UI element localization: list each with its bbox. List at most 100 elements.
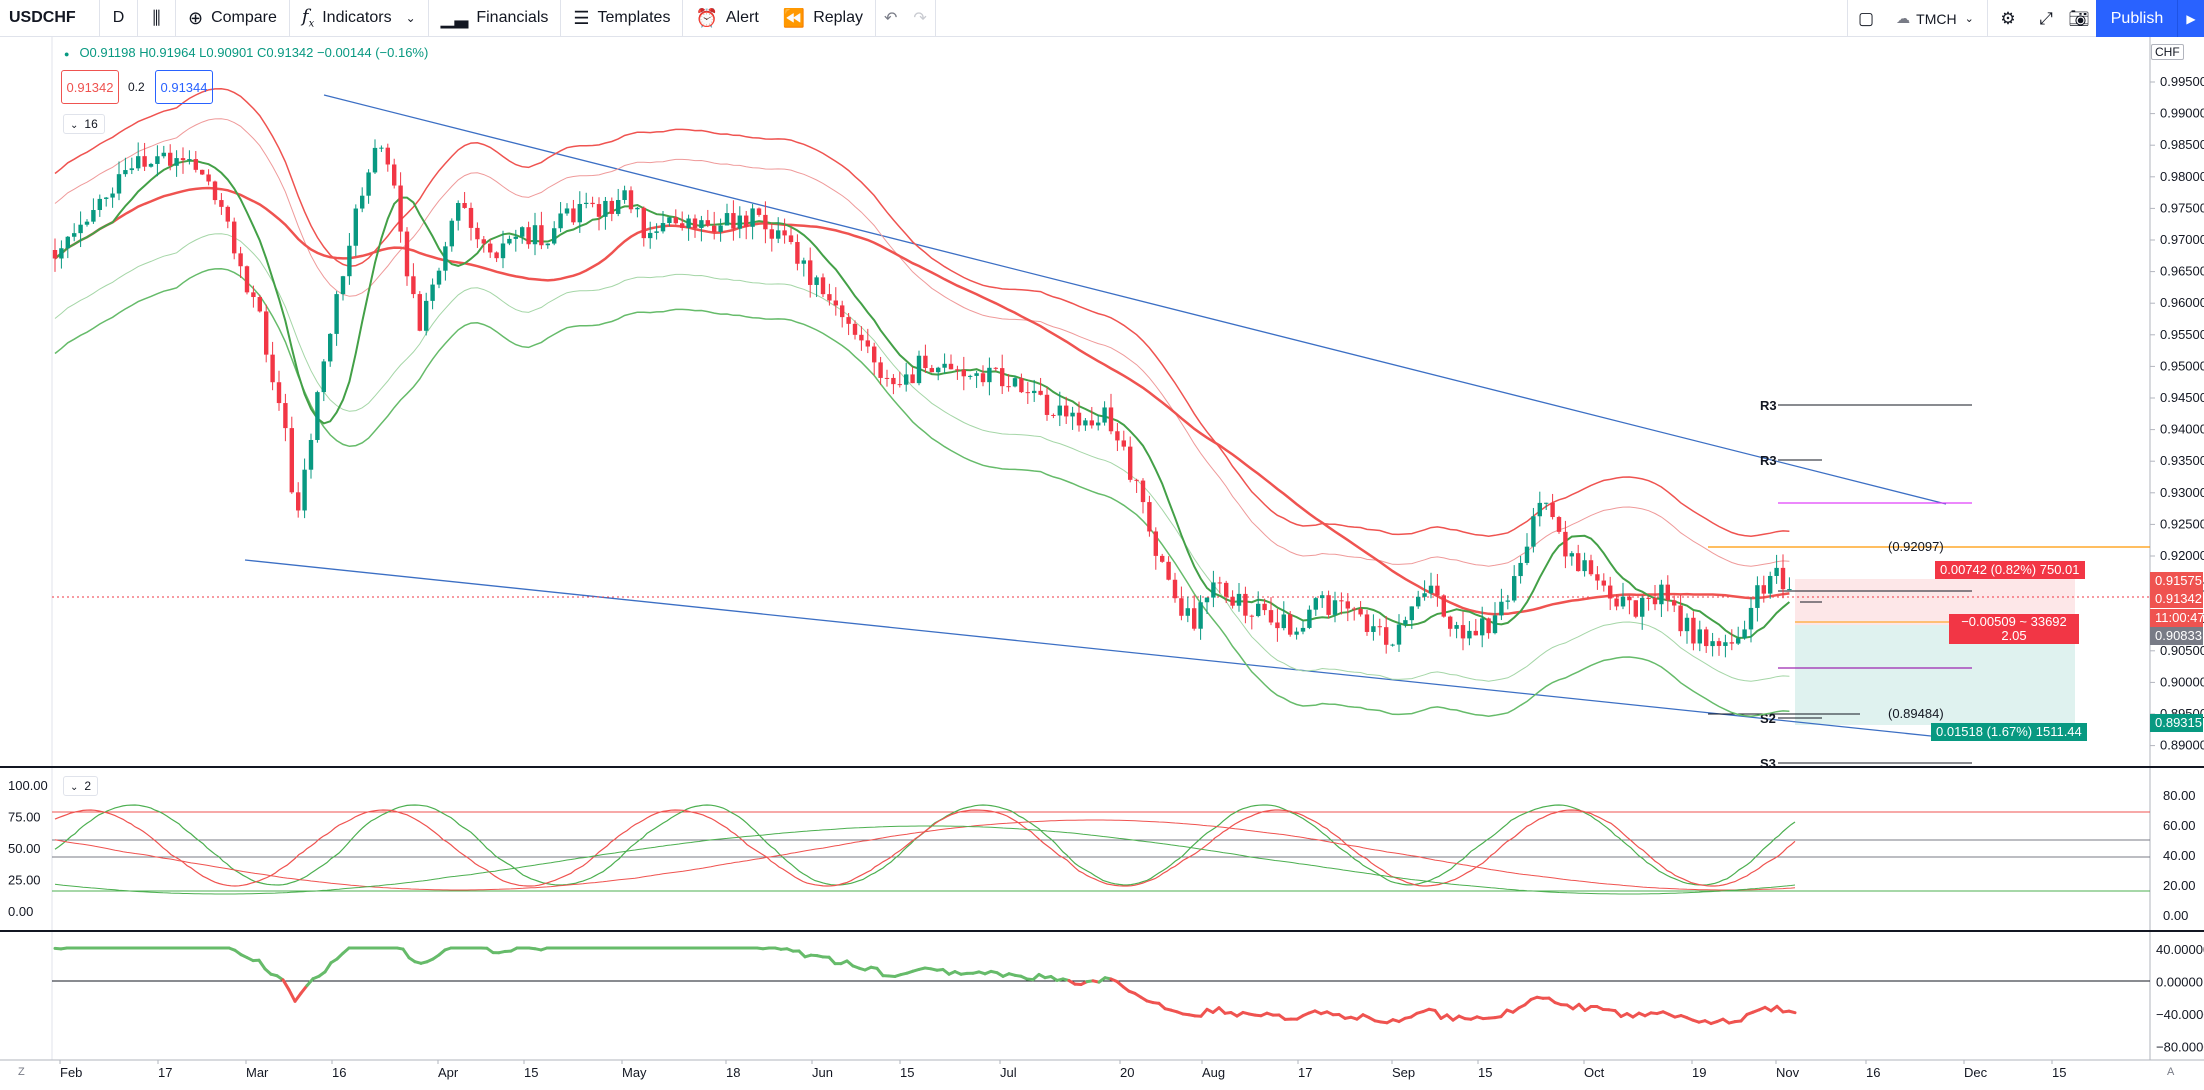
candle-body [1588, 560, 1594, 575]
candle-body [1134, 479, 1139, 481]
candle-body [507, 238, 512, 244]
compare-button[interactable]: ⊕ Compare [176, 0, 290, 37]
candle-body [1633, 600, 1638, 617]
settings-button[interactable]: ⚙ [1988, 0, 2028, 37]
buy-button[interactable]: 0.91344 [155, 70, 213, 104]
candle-body [1358, 608, 1363, 615]
sell-button[interactable]: 0.91342 [61, 70, 119, 104]
position-loss-label[interactable]: 0.00742 (0.82%) 750.01 [1935, 561, 2085, 579]
price-tag[interactable]: 0.91342 [2150, 590, 2203, 608]
candle-body [161, 152, 166, 157]
auto-scale-button[interactable]: A [2167, 1066, 2175, 1078]
candle-body [974, 373, 979, 376]
candle-body [1147, 502, 1152, 532]
price-tick-label: 0.93000 [2160, 485, 2204, 500]
candle-body [1723, 642, 1728, 646]
osc-segment [875, 966, 885, 978]
candle-body [1704, 629, 1709, 647]
candles-icon: ⫼ [152, 7, 161, 28]
position-current-label[interactable]: −0.00509 ~ 33692 2.05 [1949, 614, 2079, 644]
replay-button[interactable]: ⏪ Replay [771, 0, 876, 37]
position-profit-label[interactable]: 0.01518 (1.67%) 1511.44 [1931, 723, 2087, 741]
candle-body [667, 217, 672, 224]
osc-segment [299, 984, 309, 995]
candle-body [673, 217, 678, 224]
currency-label[interactable]: CHF [2151, 44, 2184, 60]
candle-body [731, 213, 736, 229]
candle-body [404, 231, 410, 277]
redo-button[interactable]: ↷ [905, 0, 936, 37]
time-tick-label: 17 [158, 1065, 172, 1080]
candle-body [942, 363, 947, 368]
candle-body [680, 223, 685, 228]
candle-body [1499, 601, 1504, 616]
candle-body [596, 204, 602, 217]
trendline-upper[interactable] [323, 94, 1947, 505]
price-tag[interactable]: 0.89315 [2150, 714, 2203, 732]
snapshot-button[interactable]: 📷︎ [2064, 0, 2094, 37]
interval-button[interactable]: D [100, 0, 138, 37]
candle-body [1057, 405, 1062, 416]
candle-body [289, 428, 294, 493]
stochastic-pane[interactable] [52, 804, 2150, 895]
stoch-left-tick-label: 75.00 [8, 810, 41, 825]
spread-value: 0.2 [128, 80, 145, 94]
chevron-down-icon: ⌄ [70, 782, 79, 793]
time-tick-label: Oct [1584, 1065, 1605, 1080]
price-tag[interactable]: 11:00:47 [2150, 609, 2204, 627]
oscillator-pane[interactable] [52, 946, 2150, 1026]
chart-type-button[interactable]: ⫼ [138, 0, 176, 37]
candle-body [1403, 620, 1408, 625]
fullscreen-button[interactable]: ⤢ [2028, 0, 2064, 37]
price-tag[interactable]: 0.91575 [2150, 572, 2203, 590]
candle-body [1038, 390, 1043, 395]
candle-body [846, 317, 851, 324]
layout-name: TMCH [1916, 10, 1957, 27]
templates-button[interactable]: ☰ Templates [561, 0, 684, 37]
publish-button[interactable]: Publish [2096, 0, 2178, 37]
replay-label: Replay [813, 9, 863, 26]
candle-body [443, 246, 448, 271]
candle-body [513, 236, 518, 239]
candle-body [187, 159, 192, 161]
candle-body [526, 227, 531, 245]
price-tick-label: 0.90500 [2160, 643, 2204, 658]
stoch-collapse-toggle[interactable]: ⌄ 2 [63, 776, 99, 796]
alert-button[interactable]: ⏰ Alert [683, 0, 770, 37]
stoch-left-tick-label: 50.00 [8, 841, 41, 856]
indicators-label: Indicators [322, 9, 392, 26]
candle-body [308, 439, 314, 470]
financials-button[interactable]: ▁▃ Financials [429, 0, 562, 37]
zoom-button[interactable]: Z [18, 1066, 25, 1078]
osc-segment [1433, 1008, 1443, 1020]
stoch-tick-label: 40.00 [2163, 848, 2196, 863]
trendline-lower[interactable] [244, 559, 1932, 737]
candle-body [622, 190, 627, 201]
candle-body [462, 203, 467, 208]
publish-options-button[interactable]: ▶ [2177, 0, 2204, 37]
fullscreen-layout-button[interactable]: ▢ [1847, 0, 1884, 37]
sell-price: 0.91342 [66, 79, 114, 95]
undo-button[interactable]: ↶ [876, 0, 905, 37]
ohlc-values: O0.91198 H0.91964 L0.90901 C0.91342 −0.0… [79, 45, 429, 60]
price-tag[interactable]: 0.90833 [2150, 627, 2203, 645]
candle-body [206, 174, 211, 182]
candle-body [334, 294, 339, 334]
candle-body [283, 403, 288, 429]
price-tick-label: 0.93500 [2160, 453, 2204, 468]
symbol-search[interactable]: USDCHF [0, 0, 100, 37]
candle-body [321, 361, 326, 393]
bb-upper-outer [54, 87, 1790, 537]
candle-body [936, 367, 941, 373]
osc-segment [401, 947, 411, 960]
indicators-collapse-toggle[interactable]: ⌄ 16 [63, 114, 105, 134]
chart-area[interactable]: R3 R3 S2 S3 (0.92097) (0.89484) 0.995000… [0, 37, 2204, 1090]
layout-dropdown[interactable]: ☁ TMCH ⌄ [1883, 0, 1988, 37]
candle-body [1313, 598, 1318, 610]
candlestick-series[interactable] [52, 139, 1792, 658]
candle-body [782, 230, 787, 236]
indicators-button[interactable]: fx Indicators ⌄ [290, 0, 429, 37]
price-tick-label: 0.98500 [2160, 137, 2204, 152]
candle-body [609, 200, 614, 214]
candle-body [1505, 600, 1510, 602]
